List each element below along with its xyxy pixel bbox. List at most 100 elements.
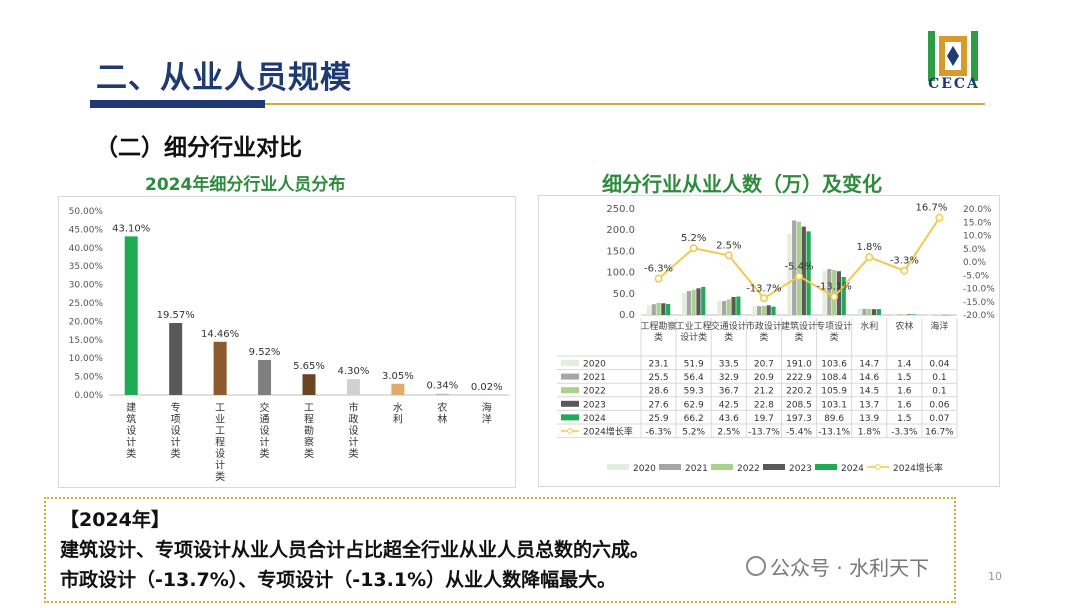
series-swatch: [561, 387, 579, 394]
y-tick-label: 0.00%: [74, 391, 103, 401]
table-cell: 13.9: [859, 414, 879, 424]
table-cell: 0.04: [929, 360, 949, 370]
x-tick-label: 类: [654, 331, 663, 343]
bar-2021: [756, 306, 762, 315]
note-line-2: 市政设计（-13.7%）、专项设计（-13.1%）从业人数降幅最大。: [60, 569, 617, 591]
bar-2022: [726, 299, 731, 315]
x-tick-label: 林: [437, 413, 447, 426]
y-tick-label: 200.0: [606, 225, 635, 236]
growth-label: 16.7%: [916, 203, 948, 214]
x-tick-label: 类: [171, 447, 181, 460]
series-name: 2024: [583, 414, 606, 424]
page-number: 10: [988, 570, 1002, 583]
x-tick-label: 工程勘察: [641, 320, 677, 332]
data-label: 5.65%: [293, 361, 325, 372]
legend-swatch: [763, 464, 785, 470]
growth-label: -13.7%: [746, 283, 781, 294]
ceca-logo-icon: [928, 31, 978, 81]
bar-2023: [907, 314, 912, 315]
table-cell: 0.1: [932, 373, 946, 383]
x-tick-label: 专: [171, 401, 181, 414]
bar-2020: [717, 300, 722, 315]
legend-swatch-dot: [875, 464, 881, 470]
legend-swatch: [607, 464, 629, 470]
table-cell: 43.6: [719, 414, 739, 424]
bar-2024: [911, 314, 917, 315]
bar-2023: [696, 288, 701, 315]
x-tick-label: 设: [260, 425, 270, 437]
bar-2021: [862, 308, 867, 315]
y2-tick-label: 5.0%: [963, 245, 986, 255]
series-name: 2024增长率: [583, 426, 633, 438]
x-tick-label: 程: [215, 437, 225, 449]
table-cell: 19.7: [754, 414, 774, 424]
x-tick-label: 海洋: [930, 320, 948, 332]
growth-point: [759, 294, 768, 303]
series-name: 2022: [583, 387, 606, 397]
growth-label: -13.1%: [816, 282, 851, 293]
table-cell: 14.7: [859, 360, 879, 370]
x-tick-label: 海: [482, 401, 492, 414]
logo-text: CECA: [928, 76, 980, 92]
table-cell: 108.4: [821, 373, 847, 383]
series-swatch: [561, 360, 579, 366]
y-tick-label: 45.00%: [69, 225, 104, 235]
table-cell: -13.1%: [818, 428, 850, 438]
table-cell: 1.6: [897, 400, 912, 410]
x-tick-label: 利: [393, 414, 403, 426]
y-tick-label: 0.0: [619, 310, 635, 321]
y2-tick-label: 20.0%: [963, 205, 992, 215]
data-label: 9.52%: [249, 347, 281, 358]
headcount-chart: 0.0 50.0 100.0 150.0 200.0 250.0 -20.0% -15.0% -…: [557, 203, 995, 474]
headcount-chart-panel: 0.0 50.0 100.0 150.0 200.0 250.0 -20.0% -15.0% -…: [538, 195, 1000, 487]
table-cell: 89.6: [824, 414, 844, 424]
x-tick-label: 类: [215, 470, 225, 483]
table-cell: 22.8: [754, 400, 774, 410]
growth-point: [935, 213, 944, 222]
x-tick-label: 洋: [482, 413, 492, 426]
table-cell: 1.5: [897, 373, 911, 383]
x-tick-label: 通: [260, 414, 270, 426]
x-tick-label: 建: [126, 401, 136, 414]
x-tick-label: 设: [348, 425, 358, 437]
table-cell: 103.1: [821, 400, 847, 410]
note-line-1: 建筑设计、专项设计从业人员合计占比超全行业从业人员总数的六成。: [60, 539, 650, 561]
watermark: 公众号 · 水利天下: [770, 556, 930, 580]
y-tick-label: 25.00%: [69, 299, 104, 309]
bar-2021: [897, 314, 902, 315]
table-cell: 103.6: [821, 360, 847, 370]
table-cell: 14.6: [859, 373, 879, 383]
legend-swatch: [711, 464, 733, 470]
note-heading: 【2024年】: [60, 509, 170, 531]
bar: [346, 379, 360, 395]
x-tick-label: 程: [304, 414, 314, 426]
bar-2022: [867, 308, 872, 315]
bar-2024: [841, 277, 846, 315]
bar-2022: [691, 289, 696, 315]
distribution-chart: 0.00% 5.00% 10.00% 15.00% 20.00% 25.00% 30.00%…: [69, 207, 509, 483]
wechat-icon: [746, 556, 766, 576]
growth-label: -3.3%: [890, 256, 919, 267]
table-cell: -3.3%: [891, 428, 918, 438]
series-swatch: [561, 400, 579, 407]
distribution-chart-panel: 0.00% 5.00% 10.00% 15.00% 20.00% 25.00% 30.00%…: [58, 196, 516, 488]
table-cell: -13.7%: [748, 428, 780, 438]
y-tick-label: 5.00%: [74, 373, 103, 383]
table-cell: 13.7: [859, 400, 879, 410]
bar-2020: [892, 314, 897, 315]
legend-swatch: [659, 464, 681, 470]
bar-2023: [766, 305, 771, 315]
y-tick-label: 250.0: [606, 204, 635, 215]
x-tick-label: 计: [171, 436, 181, 449]
table-cell: 1.4: [897, 360, 912, 370]
y-tick-label: 40.00%: [69, 244, 104, 254]
data-label: 43.10%: [112, 223, 150, 234]
growth-point: [654, 274, 663, 283]
bar-2024: [701, 286, 706, 315]
table-cell: 32.9: [719, 373, 739, 383]
y-tick-label: 50.0: [613, 289, 635, 300]
x-tick-label: 工: [215, 403, 225, 414]
x-tick-label: 计: [215, 459, 225, 472]
x-tick-label: 农: [437, 401, 447, 414]
y-tick-label: 35.00%: [69, 262, 104, 272]
